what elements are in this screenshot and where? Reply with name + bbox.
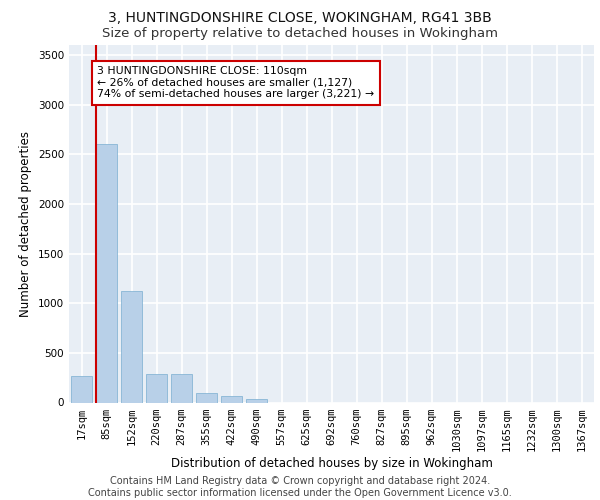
Bar (196, 393, 217, 402)
Bar (171, 374, 192, 402)
X-axis label: Distribution of detached houses by size in Wokingham: Distribution of detached houses by size … (170, 456, 493, 469)
Bar (146, 374, 167, 402)
Y-axis label: Number of detached properties: Number of detached properties (19, 130, 32, 317)
Text: 3, HUNTINGDONSHIRE CLOSE, WOKINGHAM, RG41 3BB: 3, HUNTINGDONSHIRE CLOSE, WOKINGHAM, RG4… (108, 11, 492, 25)
Bar (71, 376, 92, 402)
Bar (221, 396, 242, 402)
Text: 3 HUNTINGDONSHIRE CLOSE: 110sqm
← 26% of detached houses are smaller (1,127)
74%: 3 HUNTINGDONSHIRE CLOSE: 110sqm ← 26% of… (97, 66, 374, 100)
Bar (121, 292, 142, 403)
Text: Size of property relative to detached houses in Wokingham: Size of property relative to detached ho… (102, 28, 498, 40)
Bar (96, 144, 117, 402)
Bar (246, 398, 267, 402)
Text: Contains HM Land Registry data © Crown copyright and database right 2024.
Contai: Contains HM Land Registry data © Crown c… (88, 476, 512, 498)
